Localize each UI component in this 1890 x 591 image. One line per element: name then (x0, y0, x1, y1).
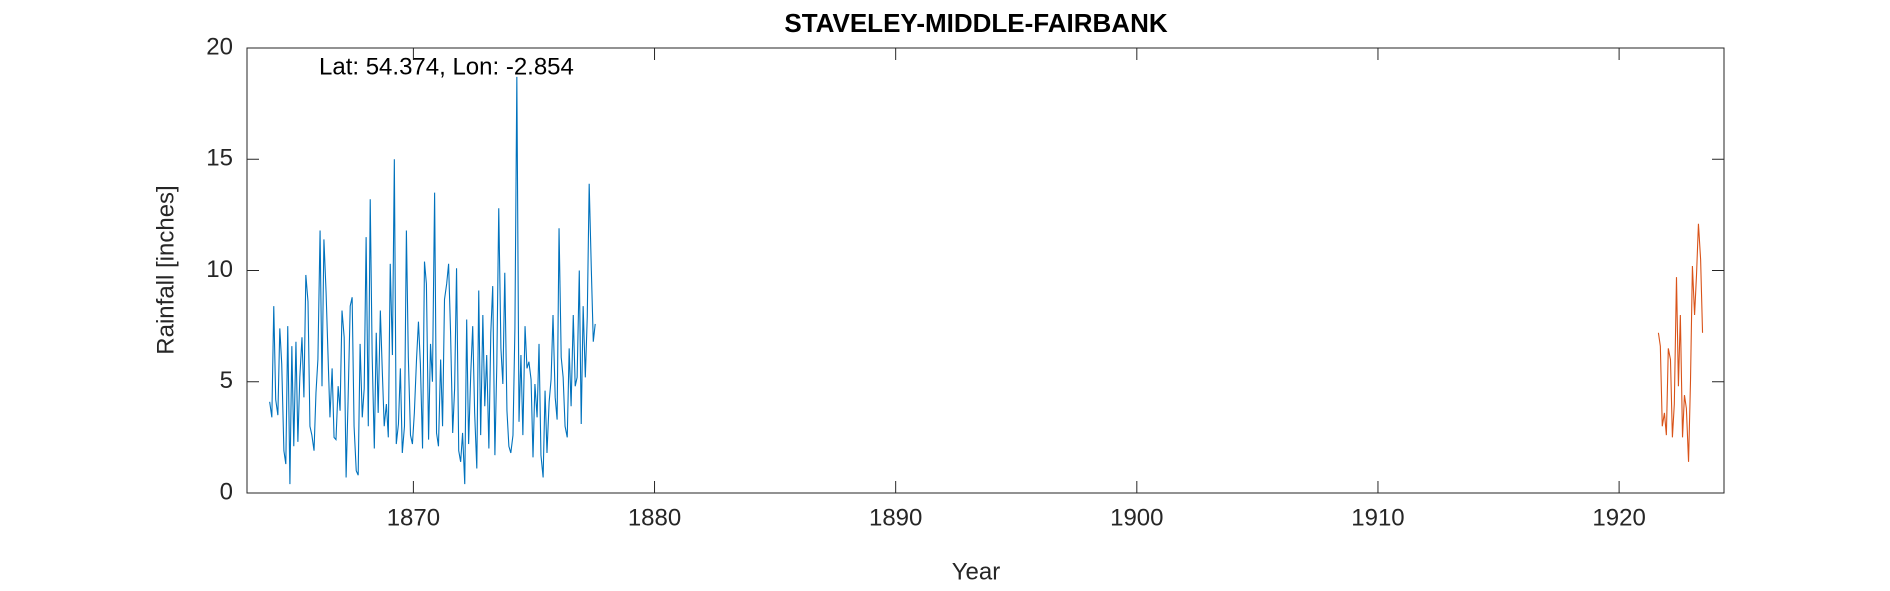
x-tick-label: 1900 (1110, 504, 1163, 531)
annotation: Lat: 54.374, Lon: -2.854 (319, 53, 574, 80)
y-axis-label: Rainfall [inches] (152, 185, 179, 354)
y-tick-label: 20 (206, 33, 233, 60)
y-tick-label: 15 (206, 145, 233, 172)
x-tick-label: 1920 (1592, 504, 1645, 531)
x-tick-label: 1890 (869, 504, 922, 531)
data-line (1657, 223, 1704, 462)
y-tick-label: 0 (220, 478, 233, 505)
x-axis-label: Year (952, 558, 1001, 585)
x-tick-label: 1910 (1351, 504, 1404, 531)
y-tick-label: 5 (220, 367, 233, 394)
x-tick-label: 1870 (387, 504, 440, 531)
data-line (269, 76, 596, 485)
x-tick-label: 1880 (628, 504, 681, 531)
y-tick-label: 10 (206, 256, 233, 283)
chart-title: STAVELEY-MIDDLE-FAIRBANK (784, 8, 1167, 38)
